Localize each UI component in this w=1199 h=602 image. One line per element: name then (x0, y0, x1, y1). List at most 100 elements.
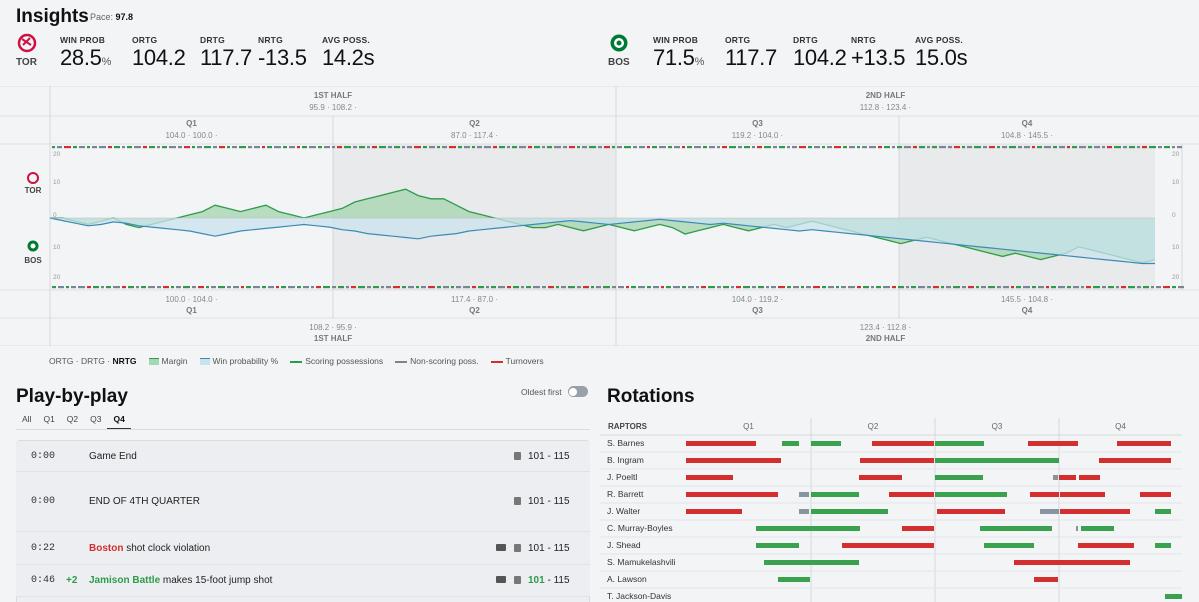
oldest-first-toggle[interactable]: Oldest first (521, 386, 588, 397)
pbp-time: 0:46 (31, 575, 56, 586)
delete-icon[interactable] (514, 451, 521, 460)
rotation-stint (937, 509, 1005, 514)
tor-stat-value: 117.7 (200, 45, 252, 70)
video-icon[interactable] (496, 576, 506, 583)
half-ratings: 112.8 · 123.4 · -10.7 (860, 103, 911, 112)
pbp-row[interactable]: 0:00 Game End 101 - 115 (16, 441, 590, 472)
chart-tor-abbr: TOR (25, 186, 42, 195)
rotation-stint (1040, 509, 1059, 514)
chart-legend: ORTG · DRTG · NRTG Margin Win probabilit… (49, 356, 544, 366)
y-tick-right: 20 (1172, 151, 1180, 158)
rotation-stint (1059, 475, 1076, 480)
half-ratings: 95.9 · 108.2 · -12.3 (309, 103, 357, 112)
rotation-stint (799, 509, 809, 514)
half-ratings: 123.4 · 112.8 · +10.7 (860, 323, 911, 332)
rotation-stint (811, 492, 859, 497)
pbp-description: END OF 4TH QUARTER (89, 496, 200, 507)
rotation-player-name: J. Walter (607, 506, 640, 516)
pbp-row[interactable]: 0:46 +2 Jamison Battle makes 15-foot jump … (16, 565, 590, 597)
bos-stat-value: 104.2 (793, 45, 847, 70)
winprob-line (49, 217, 1155, 265)
legend-scoring: Scoring possessions (290, 356, 383, 366)
rotation-stint (984, 543, 1034, 548)
rotation-stint (935, 475, 983, 480)
rotation-stint (782, 441, 799, 446)
bos-stat-suffix: % (694, 56, 705, 68)
rotation-stint (842, 543, 934, 548)
delete-icon[interactable] (514, 576, 521, 584)
tor-stat-label: DRTG (200, 35, 225, 45)
quarter-label: Q3 (752, 306, 763, 315)
rotation-quarter-label: Q2 (868, 422, 879, 431)
bos-stat-label: AVG POSS. (915, 35, 963, 45)
pbp-row[interactable]: 0:00 END OF 4TH QUARTER 101 - 115 (16, 472, 590, 532)
tab-q4[interactable]: Q4 (107, 412, 131, 430)
rotation-stint (1155, 509, 1171, 514)
tab-q1[interactable]: Q1 (43, 414, 55, 424)
rotation-stint (902, 526, 934, 531)
rotation-stint (935, 492, 1007, 497)
pbp-team[interactable]: Boston (89, 542, 124, 554)
rotation-stint (1081, 526, 1114, 531)
pbp-score: 101 - 115 (528, 451, 570, 462)
delete-icon[interactable] (514, 497, 521, 505)
rotations-title: Rotations (607, 386, 695, 407)
tab-q3[interactable]: Q3 (90, 414, 102, 424)
rotation-stint (1060, 492, 1105, 497)
rotation-stint (1117, 441, 1171, 446)
quarter-label: Q1 (186, 306, 197, 315)
pbp-text: END OF 4TH QUARTER (89, 496, 200, 507)
score-away: 115 (553, 575, 570, 586)
quarter-label: Q2 (469, 119, 480, 128)
score-sep: - (544, 575, 554, 586)
pbp-points: +2 (66, 575, 78, 586)
rotation-stint (859, 475, 902, 480)
rotations-team-label: RAPTORS (608, 422, 648, 431)
toggle-switch[interactable] (567, 386, 588, 397)
y-tick-right: 20 (1172, 274, 1180, 281)
pbp-text: Jamison Battle makes 15-foot jump shot (89, 575, 272, 586)
y-tick-left: 10 (53, 244, 61, 251)
quarter-ratings: 100.0 · 104.0 · -4.0 (165, 295, 217, 304)
bos-logo-icon (609, 33, 629, 58)
pace-label: Pace: 97.8 (90, 12, 134, 22)
rotation-stint (778, 577, 810, 582)
pbp-description: makes 15-foot jump shot (160, 575, 273, 586)
rotation-stint (1034, 577, 1058, 582)
rotation-quarter-label: Q4 (1115, 422, 1126, 431)
quarter-ratings: 87.0 · 117.4 · -30.4 (451, 131, 498, 140)
tab-q2[interactable]: Q2 (66, 414, 79, 424)
y-tick-right: 10 (1172, 244, 1180, 251)
margin-line (50, 188, 1156, 264)
rotation-stint (811, 509, 888, 514)
bos-stat-label: DRTG (793, 35, 818, 45)
winprob-swatch-icon (199, 358, 210, 366)
rotation-player-name: R. Barrett (607, 489, 644, 499)
rotation-stint (756, 543, 799, 548)
rotation-stint (1076, 526, 1078, 531)
pbp-row[interactable]: 0:22 Boston shot clock violation 101 - 115 (16, 532, 590, 565)
rotation-stint (935, 458, 1059, 463)
tor-stat-value: 28.5% (60, 45, 112, 70)
rotation-stint (764, 560, 859, 565)
y-tick-right: 0 (1172, 212, 1176, 219)
rotation-stint (1155, 543, 1171, 548)
rotation-stint (1028, 441, 1078, 446)
score-sep: - (544, 450, 554, 462)
pbp-team[interactable]: Jamison Battle (89, 575, 161, 586)
tab-all[interactable]: All (22, 414, 32, 424)
bos-stat-value: 71.5% (653, 45, 705, 70)
video-icon[interactable] (496, 543, 506, 551)
bos-abbr: BOS (608, 57, 630, 68)
rotation-stint (1014, 560, 1130, 565)
rotation-player-name: S. Mamukelashvili (607, 557, 676, 567)
rotation-stint (686, 492, 778, 497)
chart-bos-logo-icon (27, 240, 39, 252)
game-flow-chart[interactable]: 1ST HALF 95.9 · 108.2 · -12.3 2ND HALF 112.… (0, 86, 1199, 346)
quarter-label: Q4 (1022, 306, 1033, 315)
pbp-description: shot clock violation (123, 542, 211, 554)
score-home: 101 (528, 542, 545, 554)
score-home: 101 (528, 496, 545, 507)
rotation-stint (860, 458, 934, 463)
delete-icon[interactable] (514, 543, 521, 552)
